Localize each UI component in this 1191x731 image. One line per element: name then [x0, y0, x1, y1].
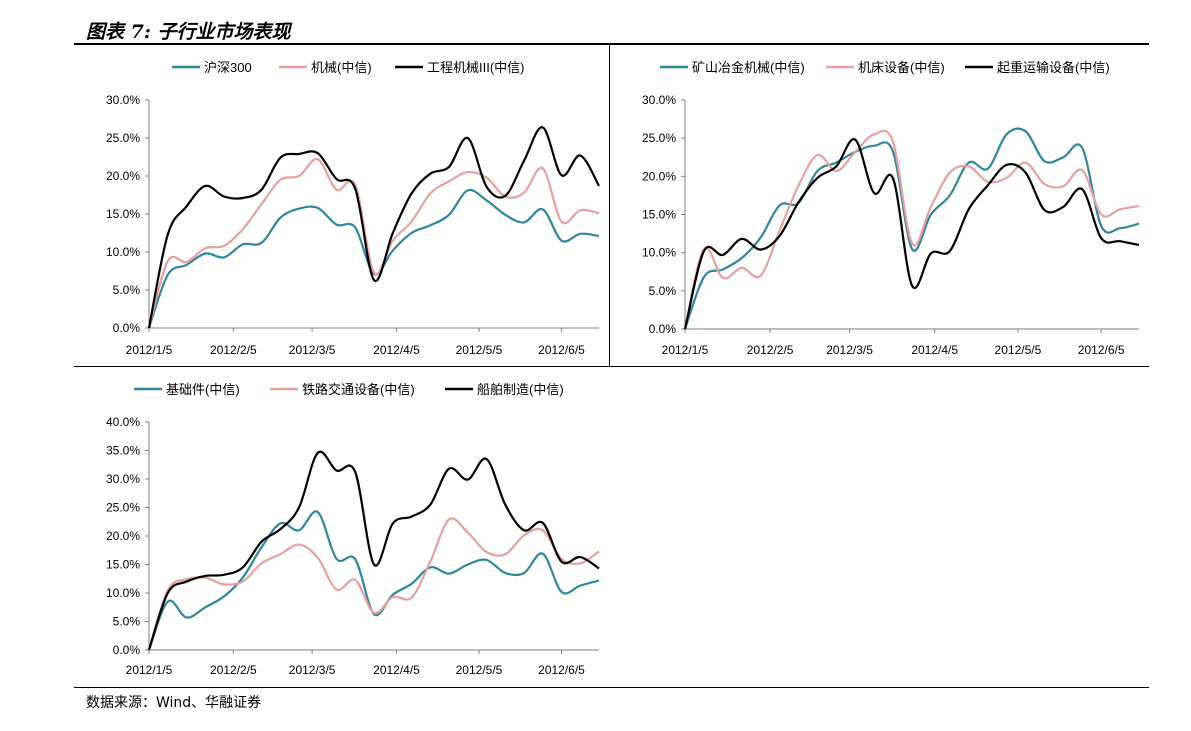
legend-label: 起重运输设备(中信) — [997, 60, 1110, 75]
y-tick-label: 15.0% — [106, 558, 140, 572]
legend-label: 矿山冶金机械(中信) — [692, 60, 805, 75]
legend-label: 铁路交通设备(中信) — [302, 382, 415, 397]
x-tick-label: 2012/5/5 — [995, 343, 1042, 357]
series-line — [147, 188, 600, 329]
y-tick-label: 15.0% — [106, 207, 140, 221]
chart-components-rail-ship: 0.0% 5.0% 10.0% 15.0% 20.0% 25.0% 30.0% 35.0% 40… — [106, 382, 600, 677]
x-tick-label: 2012/1/5 — [662, 343, 709, 357]
x-tick-label: 2012/5/5 — [456, 343, 503, 357]
y-tick-label: 30.0% — [642, 93, 676, 107]
y-tick-label: 5.0% — [649, 284, 677, 298]
y-tick-label: 20.0% — [106, 529, 140, 543]
data-source: 数据来源：Wind、华融证券 — [86, 695, 262, 711]
x-tick-label: 2012/5/5 — [456, 663, 503, 677]
x-tick-label: 2012/2/5 — [210, 343, 257, 357]
series-line — [147, 450, 600, 651]
y-tick-label: 10.0% — [106, 245, 140, 259]
x-tick-label: 2012/4/5 — [373, 343, 420, 357]
x-tick-label: 2012/4/5 — [911, 343, 958, 357]
x-tick-label: 2012/3/5 — [289, 663, 336, 677]
chart-machinery: 0.0% 5.0% 10.0% 15.0% 20.0% 25.0% 30.0% 2012/1/… — [106, 60, 600, 357]
chart-machinery-subsectors: 0.0% 5.0% 10.0% 15.0% 20.0% 25.0% 30.0% 2012/1/… — [642, 60, 1140, 357]
bottom-rule — [74, 687, 1149, 688]
legend-label: 工程机械III(中信) — [427, 60, 525, 75]
x-tick-label: 2012/6/5 — [1078, 343, 1125, 357]
x-tick-label: 2012/2/5 — [210, 663, 257, 677]
legend-label: 船舶制造(中信) — [477, 382, 564, 397]
middle-rule — [74, 366, 1149, 367]
figure-title: 图表 7: 子行业市场表现 — [86, 21, 291, 43]
y-tick-label: 20.0% — [642, 169, 676, 183]
series-line — [147, 126, 600, 329]
y-tick-label: 40.0% — [106, 415, 140, 429]
y-tick-label: 10.0% — [106, 586, 140, 600]
x-tick-label: 2012/1/5 — [126, 663, 173, 677]
y-tick-label: 5.0% — [113, 615, 141, 629]
series-line — [683, 138, 1140, 330]
x-tick-label: 2012/3/5 — [826, 343, 873, 357]
y-tick-label: 20.0% — [106, 169, 140, 183]
y-tick-label: 25.0% — [106, 131, 140, 145]
top-rule — [74, 43, 1149, 45]
legend-label: 基础件(中信) — [166, 382, 240, 397]
series-line — [147, 517, 600, 651]
legend-label: 机械(中信) — [311, 60, 372, 75]
x-tick-label: 2012/3/5 — [289, 343, 336, 357]
y-tick-label: 25.0% — [642, 131, 676, 145]
x-tick-label: 2012/6/5 — [538, 343, 585, 357]
y-tick-label: 5.0% — [113, 283, 141, 297]
series-line — [147, 158, 600, 329]
legend-label: 机床设备(中信) — [858, 60, 945, 75]
y-tick-label: 25.0% — [106, 501, 140, 515]
series-line — [147, 510, 600, 651]
series-line — [683, 127, 1140, 330]
y-tick-label: 30.0% — [106, 472, 140, 486]
x-tick-label: 2012/1/5 — [126, 343, 173, 357]
legend-label: 沪深300 — [204, 60, 252, 75]
y-tick-label: 30.0% — [106, 93, 140, 107]
y-tick-label: 0.0% — [113, 643, 141, 657]
x-tick-label: 2012/2/5 — [747, 343, 794, 357]
panel-divider — [609, 44, 610, 367]
x-tick-label: 2012/6/5 — [538, 663, 585, 677]
y-tick-label: 0.0% — [113, 321, 141, 335]
series-line — [683, 129, 1140, 330]
y-tick-label: 0.0% — [649, 322, 677, 336]
x-tick-label: 2012/4/5 — [373, 663, 420, 677]
y-tick-label: 15.0% — [642, 208, 676, 222]
y-tick-label: 10.0% — [642, 246, 676, 260]
y-tick-label: 35.0% — [106, 444, 140, 458]
